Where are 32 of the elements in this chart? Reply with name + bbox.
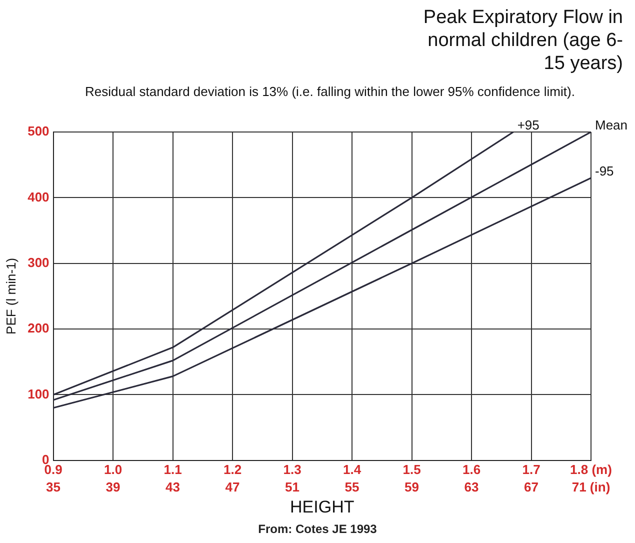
x-tick-label: 1.7	[522, 462, 540, 477]
y-axis-title: PEF (l min-1)	[3, 258, 18, 334]
y-tick-label: 400	[28, 189, 50, 204]
x2-tick-label: 47	[225, 479, 240, 494]
y-tick-label: 200	[28, 320, 50, 336]
x-tick-label: 1.3	[283, 462, 302, 477]
y-tick-label: 100	[28, 386, 50, 402]
text: From: Cotes JE 1993	[257, 522, 378, 536]
series-label: +95	[517, 118, 540, 133]
x2-tick-label: 39	[106, 479, 120, 494]
x-tick-label: 1.2	[223, 462, 242, 477]
chart-subtitle: Residual standard deviation is 13% (i.e. falling within the lower 95% confidence limit).	[84, 84, 576, 99]
x-tick-label: 1.5	[402, 462, 421, 477]
x-tick-label: 1.8 (m)	[570, 462, 612, 477]
chart-title: Peak Expiratory Flow in normal children (age 6-15 years)	[422, 6, 623, 75]
series-label: -95	[595, 164, 614, 179]
x-tick-label: 1.0	[104, 462, 122, 477]
y-tick-label: 500	[28, 124, 50, 139]
y-tick-label: 300	[28, 254, 50, 270]
x-tick-label: 1.6	[462, 462, 481, 477]
x2-tick-label: 71 (in)	[572, 479, 610, 494]
x2-tick-label: 59	[404, 479, 419, 494]
series-label: Mean	[595, 118, 628, 133]
x-axis-title: HEIGHT	[290, 497, 354, 516]
x2-tick-label: 35	[46, 479, 61, 494]
x2-tick-label: 51	[285, 479, 300, 494]
x-tick-label: 1.1	[164, 462, 182, 477]
x-tick-label: 1.4	[342, 462, 362, 477]
x2-tick-label: 67	[524, 479, 538, 494]
x2-tick-label: 63	[464, 479, 479, 494]
x2-tick-label: 43	[166, 479, 180, 494]
x2-tick-label: 55	[344, 479, 360, 494]
